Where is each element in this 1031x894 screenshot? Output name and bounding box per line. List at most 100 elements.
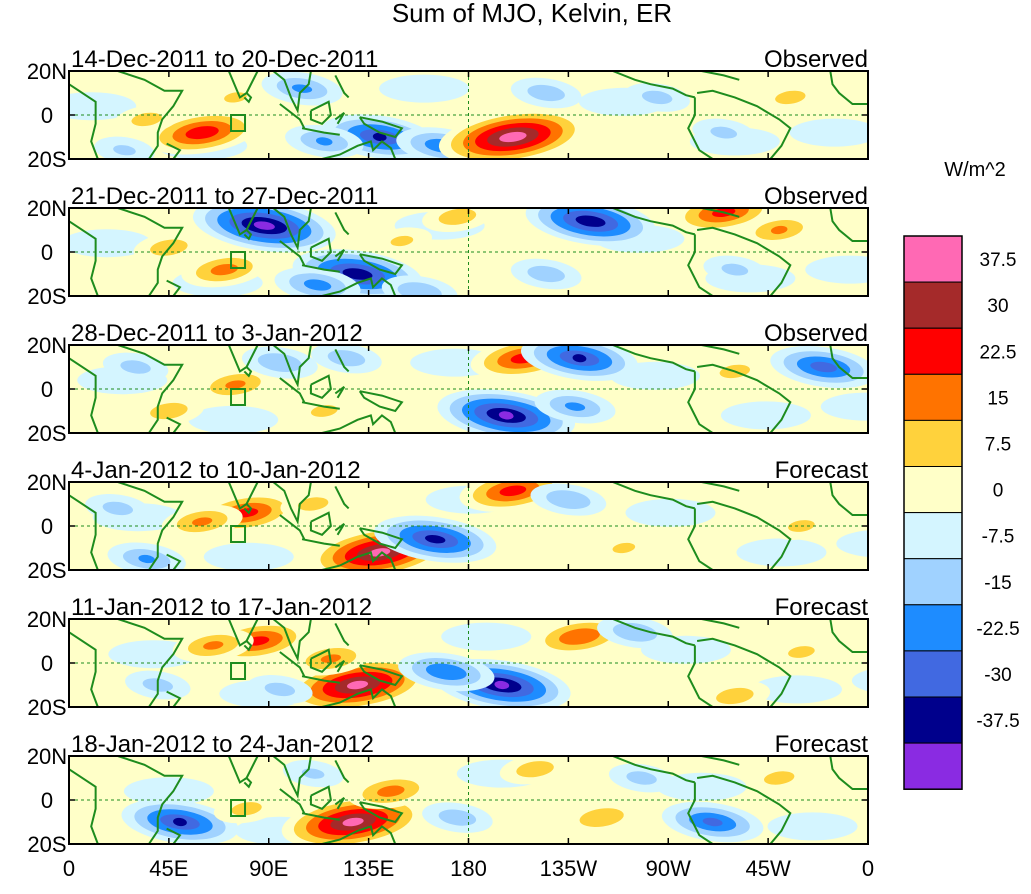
coastline bbox=[69, 83, 114, 159]
contour-level bbox=[438, 208, 477, 225]
coastline bbox=[309, 374, 332, 399]
contour-level bbox=[225, 380, 246, 389]
coastlines bbox=[69, 756, 868, 844]
coastline bbox=[696, 500, 792, 570]
anomaly-4 bbox=[534, 389, 616, 424]
contour-level bbox=[527, 265, 565, 283]
coastline bbox=[69, 494, 114, 570]
panel-period: 21-Dec-2011 to 27-Dec-2011 bbox=[71, 183, 378, 210]
coastline bbox=[358, 801, 404, 824]
coastline bbox=[334, 248, 346, 262]
lat-label: 20N bbox=[27, 744, 67, 769]
anomaly-7 bbox=[133, 395, 205, 427]
coastline bbox=[272, 619, 312, 662]
lat-label: 0 bbox=[41, 377, 53, 402]
contour-level bbox=[575, 215, 606, 227]
coastline bbox=[829, 619, 868, 653]
contour-level bbox=[499, 485, 527, 497]
coastline bbox=[687, 645, 714, 707]
contour-level bbox=[120, 360, 151, 374]
contour-level bbox=[559, 628, 600, 645]
coastline bbox=[334, 622, 350, 647]
coastline bbox=[701, 756, 740, 766]
anomaly-8 bbox=[661, 801, 764, 843]
colorbar-swatch bbox=[903, 235, 963, 283]
coastline bbox=[272, 71, 312, 114]
lat-label: 20N bbox=[27, 607, 67, 632]
panel-status: Forecast bbox=[775, 457, 869, 484]
weak-anomaly bbox=[720, 401, 811, 430]
colorbar-swatch bbox=[903, 512, 963, 560]
anomaly-6 bbox=[499, 756, 571, 785]
lat-label: 20N bbox=[27, 196, 67, 221]
coastline bbox=[117, 482, 184, 570]
contour-level bbox=[231, 802, 262, 816]
contour-level bbox=[788, 646, 815, 658]
coastline bbox=[687, 782, 714, 844]
chart-title: Sum of MJO, Kelvin, ER bbox=[392, 0, 672, 28]
contour-level bbox=[377, 785, 405, 797]
contour-level bbox=[372, 132, 387, 142]
colorbar-swatch bbox=[903, 650, 963, 698]
coastline bbox=[301, 127, 340, 136]
lon-label: 45W bbox=[746, 856, 791, 881]
colorbar-swatch bbox=[903, 419, 963, 467]
coastline bbox=[829, 208, 868, 242]
coastlines bbox=[69, 345, 868, 433]
coastline bbox=[279, 240, 306, 266]
anomaly-9 bbox=[510, 77, 582, 109]
coastline bbox=[321, 414, 397, 433]
weak-anomaly bbox=[851, 669, 868, 692]
coastline bbox=[696, 226, 792, 296]
anomaly-9 bbox=[593, 534, 654, 562]
anomaly-1 bbox=[192, 208, 336, 253]
lat-label: 0 bbox=[41, 103, 53, 128]
coastlines bbox=[69, 619, 868, 707]
coastline bbox=[309, 648, 332, 673]
contour-level bbox=[764, 771, 795, 785]
colorbar-level: 37.5 bbox=[980, 250, 1017, 271]
contour-level bbox=[775, 90, 806, 105]
contour-level bbox=[810, 361, 837, 373]
lat-label: 0 bbox=[41, 788, 53, 813]
coastline bbox=[309, 511, 332, 536]
contour-level bbox=[612, 542, 636, 554]
contour-level bbox=[390, 235, 414, 247]
coastline bbox=[687, 234, 714, 296]
lon-label: 135W bbox=[540, 856, 598, 881]
colorbar-swatch bbox=[903, 696, 963, 744]
coastline bbox=[243, 640, 253, 652]
panel-status: Forecast bbox=[775, 594, 869, 621]
contour-level bbox=[499, 131, 527, 143]
coastline bbox=[272, 756, 312, 799]
contour-level bbox=[203, 641, 224, 650]
lon-label: 0 bbox=[862, 856, 874, 881]
colorbar: 37.5 30 22.5 15 7.5 0 -7.5 -15 -22.5 -30 -37.5 bbox=[903, 235, 1020, 790]
panel-2: 20N 0 20S 21-Dec-2011 to 27-Dec-2011 Observe… bbox=[27, 183, 869, 309]
weak-anomaly bbox=[789, 118, 868, 147]
coastline bbox=[612, 71, 696, 99]
anomaly-10 bbox=[624, 82, 690, 112]
panel-1: 20N 0 20S 14-Dec-2011 to 20-Dec-2011 Observe… bbox=[27, 46, 869, 172]
anomaly-4 bbox=[374, 515, 497, 563]
anomaly-field bbox=[121, 756, 868, 844]
coastline bbox=[166, 553, 182, 570]
panel-status: Observed bbox=[764, 46, 868, 73]
contour-level bbox=[612, 622, 658, 642]
lat-label: 0 bbox=[41, 651, 53, 676]
anomaly-2 bbox=[161, 504, 243, 539]
panel-period: 14-Dec-2011 to 20-Dec-2011 bbox=[71, 46, 378, 73]
weak-anomaly bbox=[736, 538, 827, 567]
coastline bbox=[334, 348, 350, 373]
coastline bbox=[696, 774, 792, 844]
coastline bbox=[701, 71, 740, 81]
panel-status: Forecast bbox=[775, 731, 869, 758]
coastline bbox=[279, 788, 306, 814]
weak-anomaly bbox=[188, 405, 279, 433]
coastline bbox=[243, 503, 253, 515]
longitude-axis: 0 45E 90E 135E 180 135W 90W 45W 0 bbox=[63, 856, 874, 881]
anomaly-5 bbox=[195, 367, 276, 402]
coastline bbox=[309, 100, 332, 125]
coastline bbox=[243, 229, 253, 241]
contour-level bbox=[346, 680, 369, 690]
